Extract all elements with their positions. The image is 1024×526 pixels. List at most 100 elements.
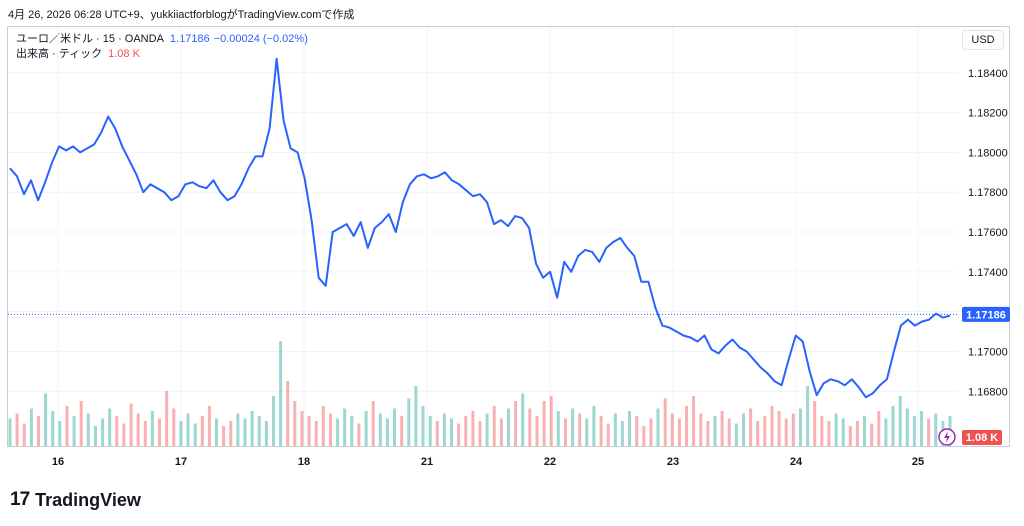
volume-bar (791, 413, 795, 446)
volume-bar (115, 416, 119, 446)
volume-bar (855, 421, 859, 446)
volume-bar (264, 421, 268, 446)
volume-bar (101, 418, 105, 446)
volume-badge: 1.08 K (962, 430, 1002, 445)
volume-value: 1.08 K (108, 48, 140, 60)
volume-bar (421, 406, 425, 446)
volume-bar (870, 423, 874, 446)
volume-bar (699, 413, 703, 446)
volume-bar (549, 396, 553, 446)
volume-bar (556, 411, 560, 446)
volume-bar (912, 416, 916, 446)
volume-bar (72, 416, 76, 446)
volume-bar (108, 408, 112, 446)
volume-bars (8, 341, 952, 446)
volume-bar (542, 401, 546, 446)
volume-bar (535, 416, 539, 446)
volume-bar (635, 416, 639, 446)
volume-bar (279, 341, 283, 446)
volume-bar (649, 418, 653, 446)
volume-bar (606, 423, 610, 446)
volume-bar (257, 416, 261, 446)
volume-bar (8, 418, 12, 446)
symbol-label[interactable]: ユーロ／米ドル · 15 · OANDA (16, 33, 164, 45)
volume-bar (706, 421, 710, 446)
volume-bar (677, 418, 681, 446)
x-tick-label: 23 (667, 456, 679, 468)
y-tick-label: 1.17000 (968, 346, 1008, 358)
chart-legend: ユーロ／米ドル · 15 · OANDA 1.17186 −0.00024 (−0.… (16, 32, 308, 62)
volume-bar (442, 413, 446, 446)
volume-bar (905, 408, 909, 446)
volume-bar (478, 421, 482, 446)
volume-bar (215, 418, 218, 446)
volume-bar (620, 421, 624, 446)
volume-bar (848, 426, 852, 446)
price-line (9, 57, 951, 399)
volume-bar (207, 406, 211, 446)
volume-indicator-label[interactable]: 出来高 · ティック (16, 48, 103, 60)
volume-bar (94, 426, 97, 446)
volume-bar (158, 418, 161, 446)
volume-bar (770, 406, 774, 446)
volume-bar (307, 416, 311, 446)
volume-bar (863, 416, 866, 446)
volume-bar (414, 386, 418, 446)
volume-bar (165, 391, 169, 446)
volume-bar (685, 406, 688, 446)
volume-bar (350, 416, 354, 446)
x-tick-label: 25 (912, 456, 924, 468)
y-axis: 1.18400 1.18200 1.18000 1.17800 1.17600 1.174… (968, 68, 1008, 398)
x-tick-label: 16 (52, 456, 64, 468)
volume-bar (250, 411, 254, 446)
tv-logo-icon: 17 (10, 489, 30, 510)
volume-bar (663, 398, 667, 446)
volume-bar (143, 421, 147, 446)
volume-bar (692, 396, 696, 446)
currency-button[interactable]: USD (962, 30, 1004, 50)
volume-bar (521, 393, 525, 446)
volume-bar (186, 413, 190, 446)
volume-bar (37, 416, 40, 446)
volume-bar (357, 423, 361, 446)
volume-bar (734, 423, 738, 446)
volume-bar (29, 408, 33, 446)
x-tick-label: 24 (790, 456, 803, 468)
volume-bar (749, 408, 753, 446)
volume-badge-text: 1.08 K (966, 432, 998, 444)
x-tick-label: 17 (175, 456, 187, 468)
volume-bar (400, 416, 404, 446)
volume-bar (464, 416, 468, 446)
last-price: 1.17186 (169, 33, 210, 45)
volume-bar (393, 408, 396, 446)
volume-bar (336, 418, 340, 446)
volume-bar (670, 413, 674, 446)
volume-bar (884, 418, 888, 446)
volume-bar (150, 411, 154, 446)
x-tick-label: 22 (544, 456, 556, 468)
volume-bar (122, 423, 126, 446)
volume-bar (314, 421, 318, 446)
volume-bar (457, 423, 461, 446)
volume-bar (571, 408, 575, 446)
volume-bar (86, 413, 90, 446)
x-axis: 16 17 18 21 22 23 24 25 (52, 456, 924, 468)
flash-icon[interactable] (938, 428, 956, 446)
chart-frame (7, 26, 1010, 447)
brand-logo[interactable]: 17 TradingView (10, 489, 141, 511)
volume-bar (564, 418, 567, 446)
volume-bar (507, 408, 510, 446)
volume-bar (222, 426, 226, 446)
volume-bar (592, 406, 596, 446)
volume-bar (371, 401, 375, 446)
volume-bar (720, 411, 724, 446)
volume-bar (834, 413, 838, 446)
volume-bar (777, 411, 781, 446)
price-badge-text: 1.17186 (966, 309, 1006, 321)
volume-bar (877, 411, 881, 446)
volume-bar (820, 416, 824, 446)
volume-bar (15, 413, 19, 446)
volume-bar (613, 413, 617, 446)
volume-bar (243, 418, 247, 446)
